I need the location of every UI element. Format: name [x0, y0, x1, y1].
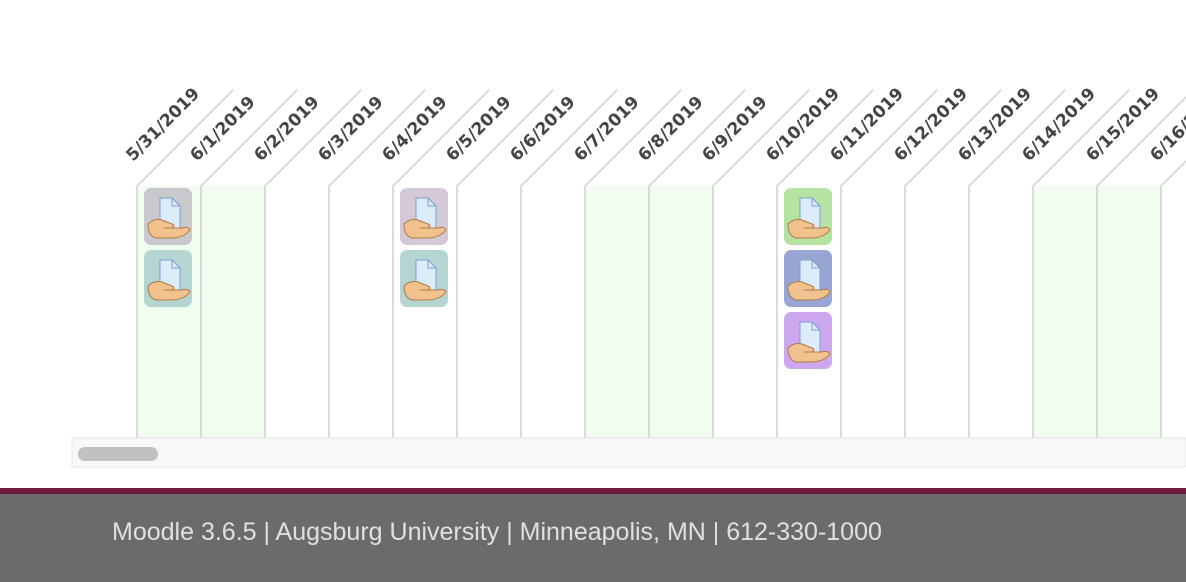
activity-icon[interactable] [400, 250, 448, 307]
header-line [968, 89, 1066, 187]
icon-fold [171, 260, 180, 269]
header-line [200, 89, 298, 187]
weekend-column [201, 186, 265, 438]
weekend-column [1097, 186, 1161, 438]
header-line [648, 89, 746, 187]
date-label: 6/8/2019 [634, 92, 707, 165]
header-line [392, 89, 490, 187]
date-label: 6/7/2019 [570, 92, 643, 165]
header-line [584, 89, 682, 187]
icon-hand [403, 219, 447, 239]
icon-hand [787, 219, 831, 239]
weekend-column [649, 186, 713, 438]
header-line [136, 89, 234, 187]
icon-hand [147, 281, 191, 301]
icon-hand [787, 343, 831, 363]
footer-text: Moodle 3.6.5 | Augsburg University | Min… [112, 518, 882, 546]
icon-fold [811, 198, 820, 207]
activity-icon[interactable] [400, 188, 448, 245]
weekend-column [585, 186, 649, 438]
activity-icon[interactable] [784, 312, 832, 369]
activity-icon[interactable] [784, 250, 832, 307]
icon-fold [811, 322, 820, 331]
activity-icon[interactable] [784, 188, 832, 245]
weekend-column [1033, 186, 1097, 438]
icon-fold [811, 260, 820, 269]
date-label: 6/9/2019 [698, 92, 771, 165]
date-label: 6/6/2019 [506, 92, 579, 165]
header-line [520, 89, 618, 187]
header-line [712, 89, 810, 187]
header-line [328, 89, 426, 187]
scrollbar-track [71, 437, 1186, 468]
date-label: 6/4/2019 [378, 92, 451, 165]
icon-fold [171, 198, 180, 207]
header-line [456, 89, 554, 187]
date-label: 6/2/2019 [250, 92, 323, 165]
icon-fold [427, 260, 436, 269]
date-label: 6/3/2019 [314, 92, 387, 165]
icon-fold [427, 198, 436, 207]
header-line [264, 89, 362, 187]
header-line [840, 89, 938, 187]
icon-hand [147, 219, 191, 239]
footer: Moodle 3.6.5 | Augsburg University | Min… [0, 488, 1186, 582]
icon-hand [403, 281, 447, 301]
header-line [904, 89, 1002, 187]
header-line [776, 89, 874, 187]
date-label: 6/5/2019 [442, 92, 515, 165]
header-line [1160, 159, 1186, 187]
header-line [1096, 95, 1186, 187]
activity-icon[interactable] [144, 250, 192, 307]
icon-hand [787, 281, 831, 301]
header-line [1032, 89, 1130, 187]
scrollbar-thumb[interactable] [78, 447, 158, 461]
activity-icon[interactable] [144, 188, 192, 245]
timeline: 5/31/20196/1/20196/2/20196/3/20196/4/201… [71, 84, 1186, 468]
